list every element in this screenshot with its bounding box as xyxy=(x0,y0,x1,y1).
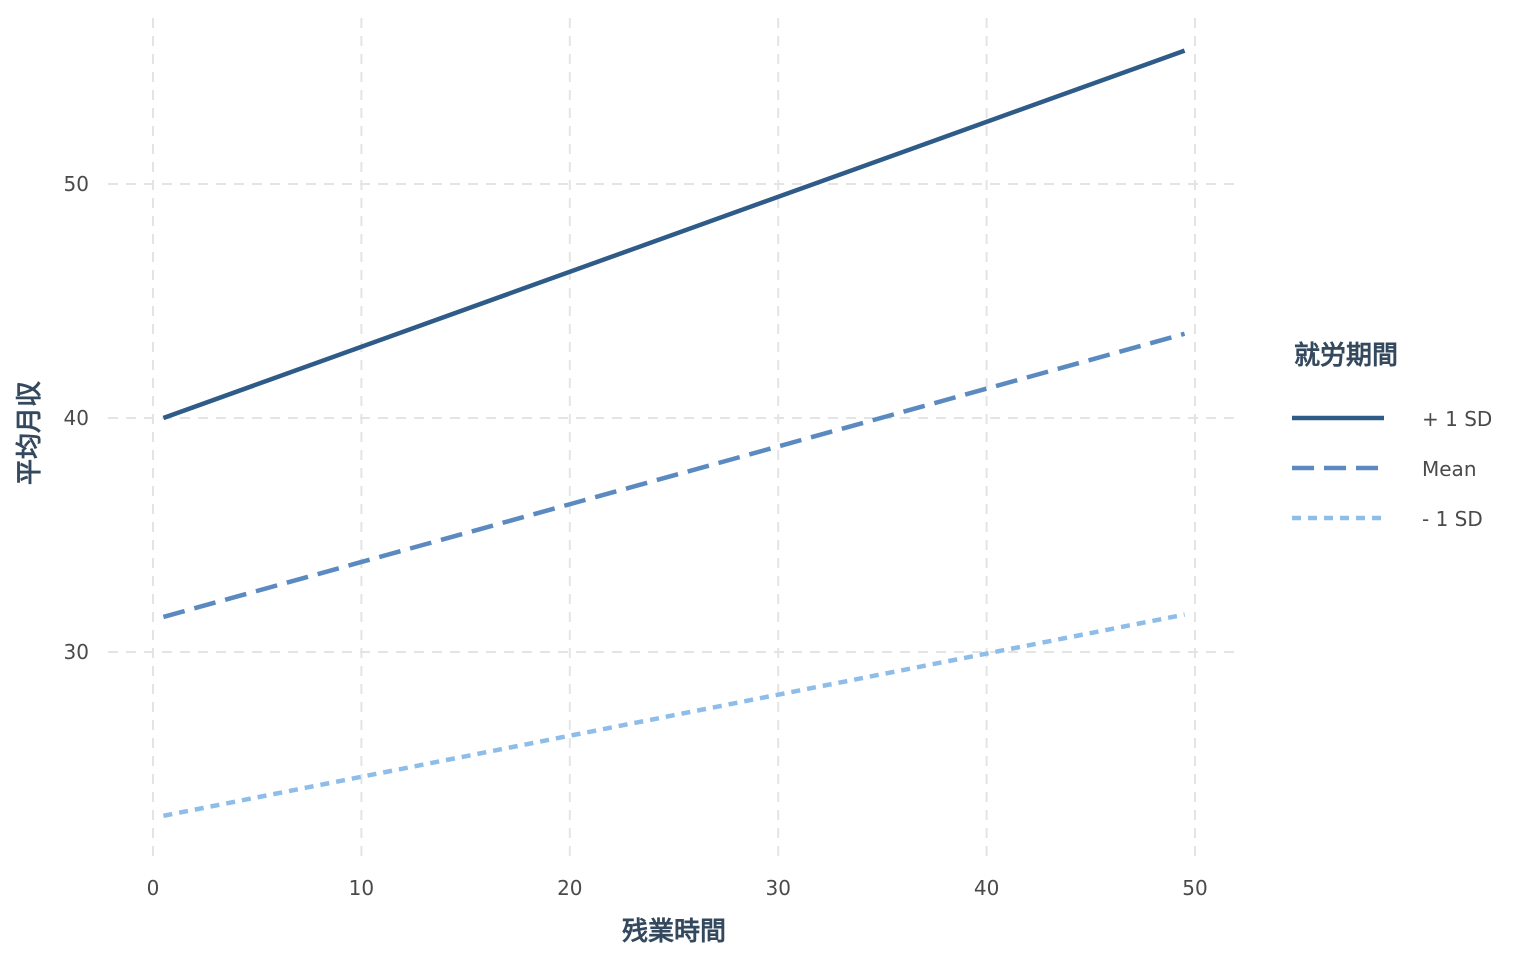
legend-label-2: Mean xyxy=(1422,457,1477,481)
legend-title: 就労期間 xyxy=(1294,341,1398,371)
grid xyxy=(108,18,1238,860)
legend-label-3: - 1 SD xyxy=(1422,507,1483,531)
legend: 就労期間 + 1 SD Mean - 1 SD xyxy=(1292,341,1492,531)
x-tick-label: 10 xyxy=(349,876,374,900)
x-tick-label: 50 xyxy=(1182,876,1207,900)
tick-labels: 0 10 20 30 40 50 30 40 50 xyxy=(64,172,1208,900)
y-tick-label: 40 xyxy=(64,406,89,430)
series-line-1 xyxy=(162,48,1186,421)
y-tick-label: 30 xyxy=(64,640,89,664)
series-line-2 xyxy=(162,331,1186,620)
x-tick-label: 0 xyxy=(147,876,160,900)
series-line-3 xyxy=(162,612,1186,819)
y-tick-label: 50 xyxy=(64,172,89,196)
x-tick-label: 30 xyxy=(765,876,790,900)
legend-label-1: + 1 SD xyxy=(1422,407,1492,431)
y-axis-title: 平均月収 xyxy=(15,380,45,485)
x-tick-label: 20 xyxy=(557,876,582,900)
x-axis-title: 残業時間 xyxy=(622,917,726,947)
series-lines xyxy=(162,48,1186,819)
x-tick-label: 40 xyxy=(974,876,999,900)
